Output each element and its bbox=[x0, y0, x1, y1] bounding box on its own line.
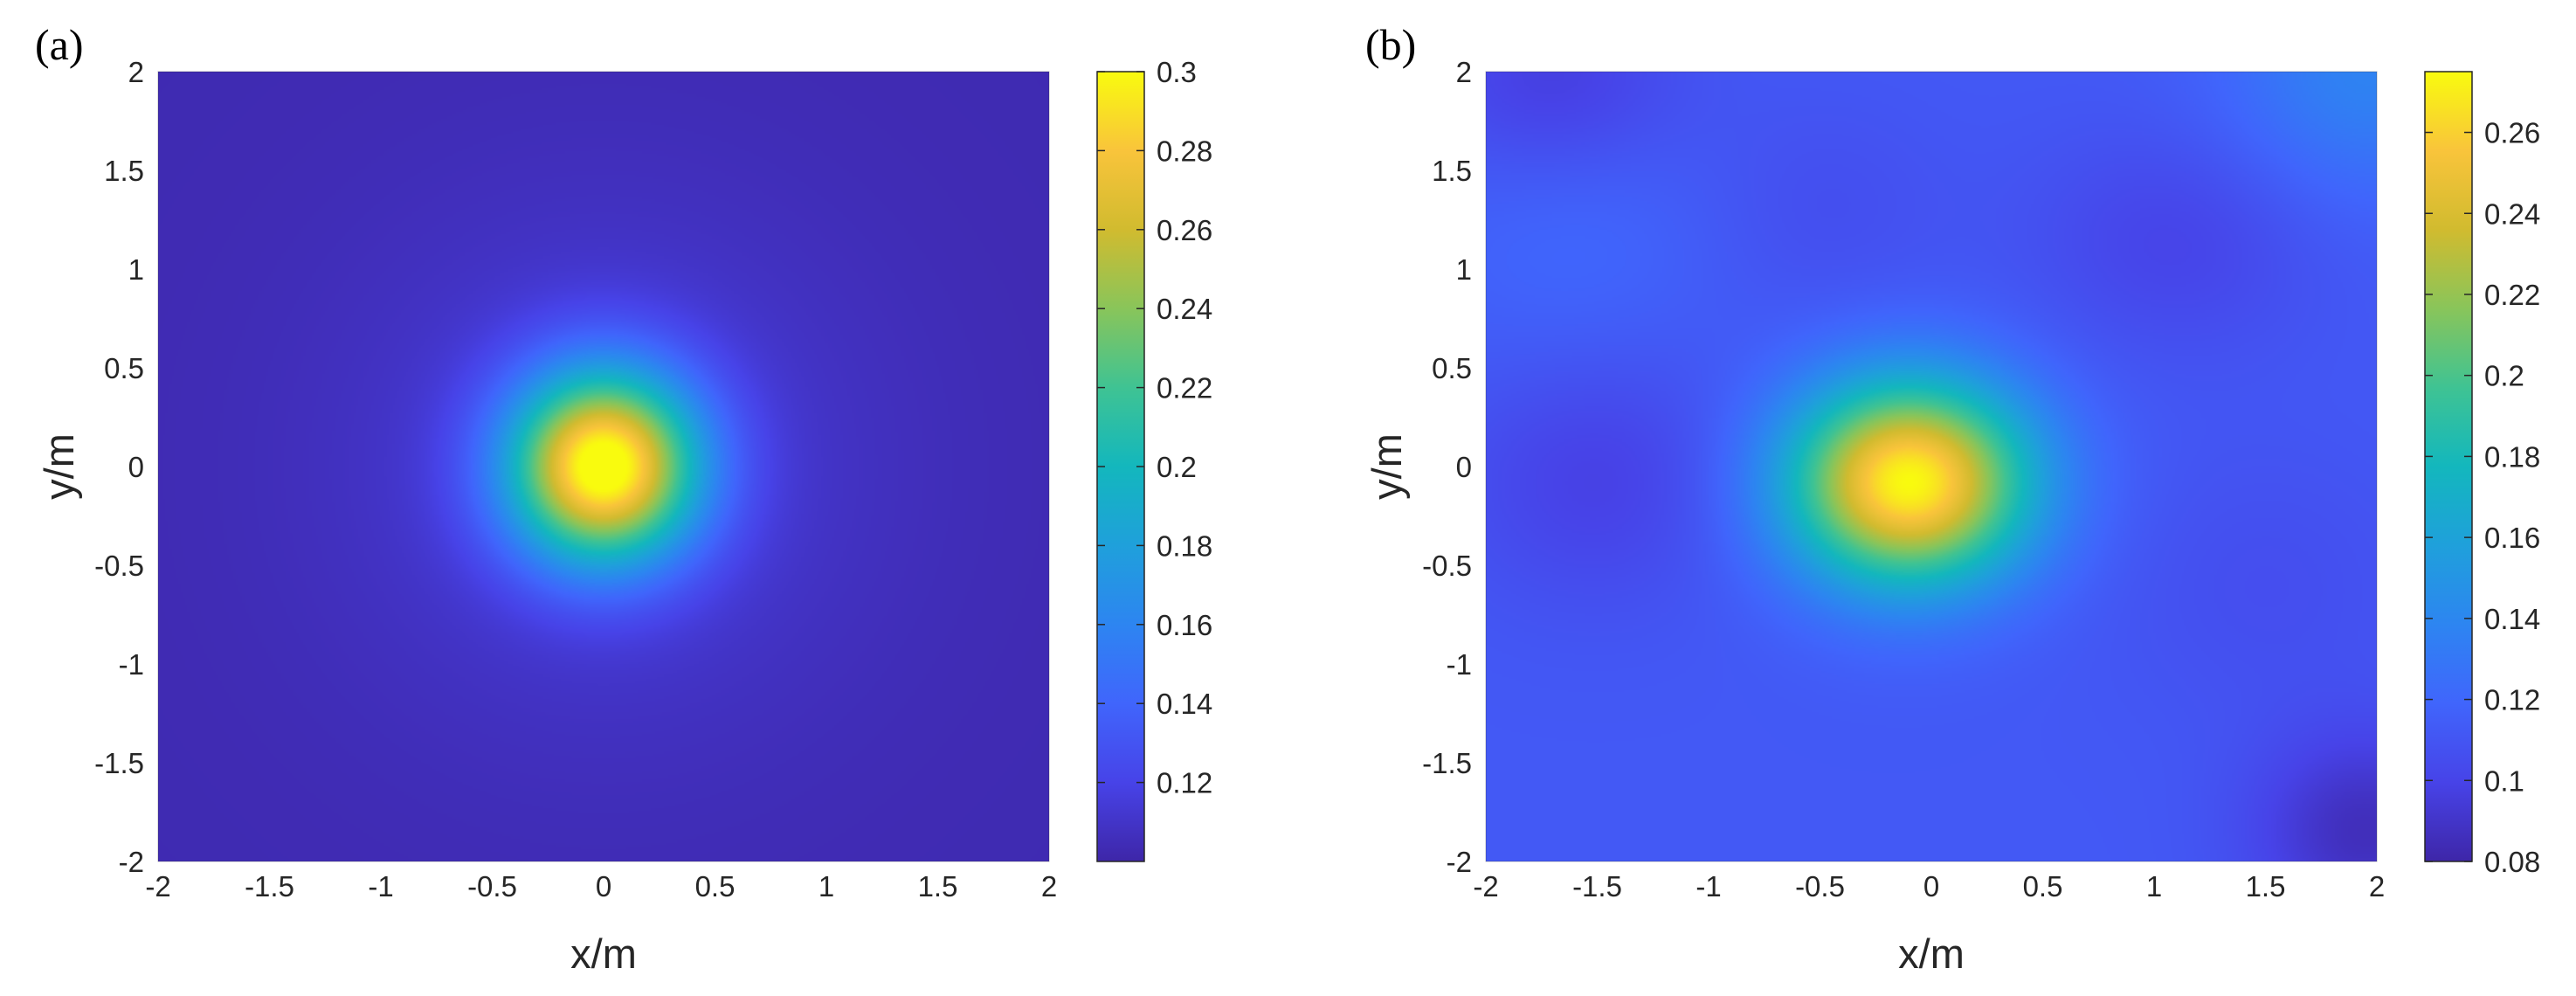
y-tick-label-a: 0 bbox=[128, 451, 144, 483]
x-tick-label-b: -1.5 bbox=[1572, 870, 1622, 903]
y-axis-label-b: y/m bbox=[1364, 433, 1410, 500]
colorbar-tick-label-b: 0.16 bbox=[2484, 522, 2540, 554]
colorbar-tick-label-a: 0.16 bbox=[1157, 609, 1212, 641]
x-tick-label-b: 0 bbox=[1923, 870, 1939, 903]
x-tick-label-b: 0.5 bbox=[2023, 870, 2063, 903]
colorbar-tick-label-b: 0.22 bbox=[2484, 279, 2540, 311]
colorbar-tick-label-b: 0.12 bbox=[2484, 684, 2540, 716]
colorbar-tick-label-b: 0.14 bbox=[2484, 603, 2540, 635]
colorbar-tick-label-a: 0.14 bbox=[1157, 688, 1212, 720]
heatmap-a-image bbox=[158, 72, 1049, 861]
y-tick-label-b: -2 bbox=[1447, 846, 1472, 878]
colorbar-b bbox=[2424, 71, 2473, 862]
x-tick-label-a: -1.5 bbox=[245, 870, 294, 903]
colorbar-tick-label-a: 0.2 bbox=[1157, 451, 1197, 483]
colorbar-tick-label-b: 0.08 bbox=[2484, 846, 2540, 878]
x-tick-label-a: 0.5 bbox=[695, 870, 736, 903]
colorbar-tick-label-b: 0.1 bbox=[2484, 764, 2524, 797]
y-tick-label-a: -2 bbox=[119, 846, 144, 878]
panel-b: (b) -2 -1.5 -1 -0.5 0 0.5 1 1.5 2 -2 -1.5 -1 -0.5 0 0… bbox=[1364, 20, 2540, 977]
panel-a: (a) -2 -1.5 -1 -0.5 0 0.5 1 1.5 2 -2 -1.5 -1 -0.5 0 0… bbox=[35, 20, 1212, 977]
x-tick-label-a: 0 bbox=[596, 870, 611, 903]
y-tick-label-a: 2 bbox=[128, 56, 144, 88]
y-tick-label-b: 2 bbox=[1456, 56, 1472, 88]
colorbar-tick-label-b: 0.18 bbox=[2484, 440, 2540, 473]
colorbar-ticks-a: 0.12 0.14 0.16 0.18 0.2 0.22 0.24 0.26 0.28 0.3 bbox=[1097, 56, 1212, 799]
x-tick-label-b: -0.5 bbox=[1795, 870, 1845, 903]
x-tick-label-a: 2 bbox=[1041, 870, 1057, 903]
y-tick-label-b: -1.5 bbox=[1422, 747, 1472, 779]
y-tick-label-b: 0 bbox=[1456, 451, 1472, 483]
colorbar-tick-label-a: 0.18 bbox=[1157, 529, 1212, 562]
x-axis-label-a: x/m bbox=[570, 930, 637, 977]
y-tick-label-a: -0.5 bbox=[94, 550, 144, 582]
x-tick-label-a: 1 bbox=[818, 870, 834, 903]
panel-b-label: (b) bbox=[1365, 20, 1416, 69]
x-ticks-a: -2 -1.5 -1 -0.5 0 0.5 1 1.5 2 bbox=[145, 870, 1057, 903]
x-tick-label-a: 1.5 bbox=[918, 870, 958, 903]
y-ticks-b: -2 -1.5 -1 -0.5 0 0.5 1 1.5 2 bbox=[1422, 56, 1472, 878]
colorbar-tick-label-a: 0.12 bbox=[1157, 767, 1212, 799]
y-tick-label-b: 0.5 bbox=[1432, 352, 1472, 384]
y-tick-label-b: 1 bbox=[1456, 253, 1472, 286]
colorbar-tick-label-b: 0.26 bbox=[2484, 117, 2540, 149]
x-ticks-b: -2 -1.5 -1 -0.5 0 0.5 1 1.5 2 bbox=[1473, 870, 2385, 903]
x-tick-label-b: -1 bbox=[1695, 870, 1721, 903]
heatmap-b-frame bbox=[1485, 71, 2378, 862]
colorbar-tick-label-b: 0.2 bbox=[2484, 360, 2524, 392]
y-tick-label-a: 0.5 bbox=[104, 352, 144, 384]
x-tick-label-a: -1 bbox=[368, 870, 393, 903]
colorbar-tick-label-a: 0.3 bbox=[1157, 56, 1197, 88]
x-axis-label-b: x/m bbox=[1898, 930, 1965, 977]
panel-a-label: (a) bbox=[35, 20, 84, 69]
x-tick-label-b: 1 bbox=[2146, 870, 2162, 903]
y-tick-label-a: 1.5 bbox=[104, 155, 144, 187]
x-tick-label-a: -2 bbox=[145, 870, 170, 903]
y-tick-label-b: 1.5 bbox=[1432, 155, 1472, 187]
y-ticks-a: -2 -1.5 -1 -0.5 0 0.5 1 1.5 2 bbox=[94, 56, 144, 878]
y-axis-label-a: y/m bbox=[36, 433, 82, 500]
y-tick-label-a: -1 bbox=[119, 648, 144, 681]
colorbar-tick-label-a: 0.24 bbox=[1157, 293, 1212, 325]
x-tick-label-b: 1.5 bbox=[2246, 870, 2286, 903]
heatmap-b-image bbox=[1486, 72, 2377, 861]
colorbar-tick-label-b: 0.24 bbox=[2484, 197, 2540, 230]
y-tick-label-b: -1 bbox=[1447, 648, 1472, 681]
y-tick-label-a: 1 bbox=[128, 253, 144, 286]
heatmap-a-frame bbox=[157, 71, 1050, 862]
colorbar-tick-label-a: 0.26 bbox=[1157, 214, 1212, 246]
colorbar-ticks-b: 0.08 0.1 0.12 0.14 0.16 0.18 0.2 0.22 0.24 0.26 bbox=[2425, 117, 2540, 878]
x-tick-label-b: -2 bbox=[1473, 870, 1498, 903]
colorbar-tick-label-a: 0.22 bbox=[1157, 372, 1212, 405]
y-tick-label-b: -0.5 bbox=[1422, 550, 1472, 582]
x-tick-label-b: 2 bbox=[2369, 870, 2385, 903]
y-tick-label-a: -1.5 bbox=[94, 747, 144, 779]
colorbar-tick-label-a: 0.28 bbox=[1157, 135, 1212, 167]
x-tick-label-a: -0.5 bbox=[467, 870, 517, 903]
